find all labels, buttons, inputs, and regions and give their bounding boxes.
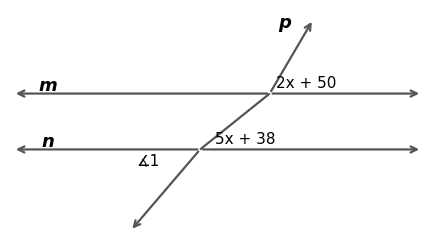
Text: 5x + 38: 5x + 38: [215, 132, 275, 147]
Text: 2x + 50: 2x + 50: [276, 76, 336, 91]
Text: ∡1: ∡1: [137, 153, 160, 168]
Text: p: p: [278, 14, 291, 32]
Text: n: n: [41, 133, 54, 151]
Text: m: m: [38, 77, 57, 95]
